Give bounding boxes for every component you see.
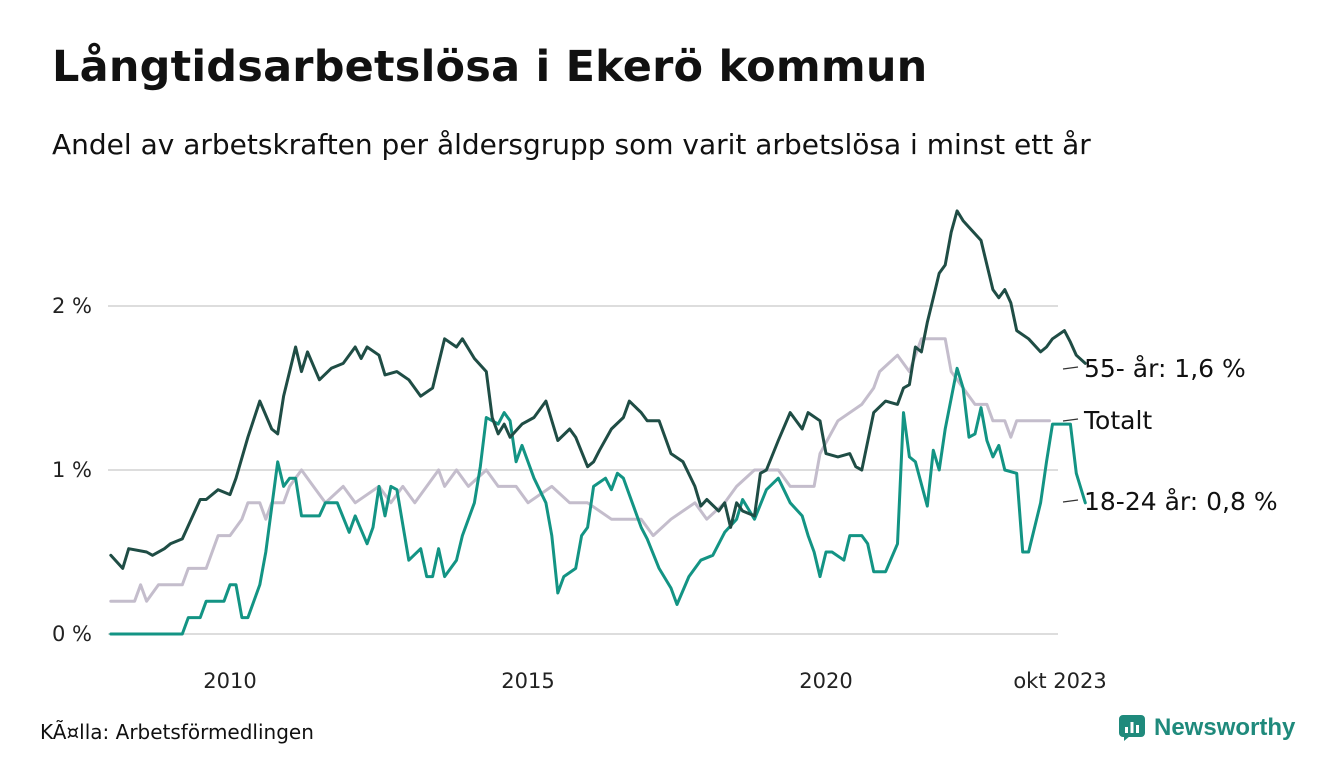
chart-bubble-icon (1119, 715, 1145, 741)
series-layer (109, 209, 1087, 636)
y-tick-label: 0 % (52, 622, 92, 646)
x-tick-label: 2015 (501, 669, 554, 693)
end-label-55-r: 55- år: 1,6 % (1084, 354, 1246, 383)
series-line-18-24-r (109, 366, 1087, 636)
brand-name: Newsworthy (1154, 714, 1296, 741)
x-tick-label: 2020 (799, 669, 852, 693)
page-subtitle: Andel av arbetskraften per åldersgrupp s… (52, 128, 1091, 161)
newsworthy-logo[interactable]: Newsworthy (1118, 714, 1295, 742)
x-tick-label: 2010 (203, 669, 256, 693)
end-label-leader (1062, 418, 1079, 422)
series-line-55-r (109, 209, 1087, 570)
y-tick-label: 2 % (52, 294, 92, 318)
end-label-18-24-r: 18-24 år: 0,8 % (1084, 487, 1278, 516)
page-title: Långtidsarbetslösa i Ekerö kommun (52, 42, 928, 92)
label-layer: 0 % 1 % 2 % 2010 2015 2020 okt 2023 Totalt 18-24… (52, 294, 1278, 693)
y-tick-label: 1 % (52, 458, 92, 482)
source-note: KÃ¤lla: Arbetsförmedlingen (40, 720, 314, 744)
end-label-leader (1062, 366, 1079, 370)
x-tick-label: okt 2023 (1013, 669, 1106, 693)
end-label-leader (1062, 499, 1079, 503)
end-label-totalt: Totalt (1083, 406, 1152, 435)
